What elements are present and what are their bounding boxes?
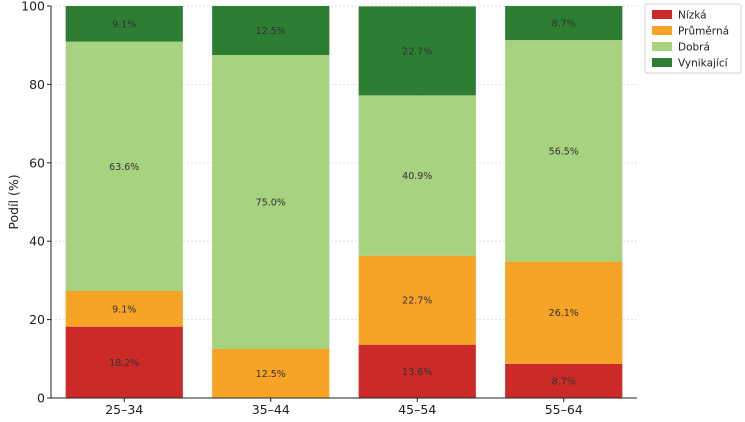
bar-segment <box>505 6 623 41</box>
y-tick-label: 40 <box>29 234 45 249</box>
x-tick-label: 25–34 <box>105 402 143 417</box>
y-tick-label: 80 <box>29 77 45 92</box>
data-label: 9.1% <box>112 19 136 30</box>
data-label: 75.0% <box>256 198 286 209</box>
legend: Nízká Průměrná Dobrá Vynikající <box>644 3 742 74</box>
data-label: 18.2% <box>109 358 139 369</box>
bar-segment <box>358 255 476 345</box>
y-tick-label: 20 <box>29 312 45 327</box>
y-ticks: 0 20 40 60 80 100 <box>21 0 51 406</box>
data-label: 8.7% <box>552 376 576 387</box>
y-tick-label: 0 <box>37 391 45 406</box>
bar-segment <box>212 55 330 349</box>
legend-swatch <box>652 58 672 67</box>
bar-segment <box>65 326 183 398</box>
bar-segment <box>212 349 330 398</box>
data-label: 22.7% <box>402 46 432 57</box>
data-label: 40.9% <box>402 171 432 182</box>
data-label: 63.6% <box>109 162 139 173</box>
bar-segment <box>212 6 330 55</box>
y-axis-label: Podíl (%) <box>6 174 21 229</box>
data-label: 13.6% <box>402 367 432 378</box>
data-label: 56.5% <box>549 146 579 157</box>
data-label: 26.1% <box>549 308 579 319</box>
bar-segment <box>358 6 476 96</box>
bar-segment <box>65 41 183 291</box>
data-label: 8.7% <box>552 19 576 30</box>
data-label: 22.7% <box>402 296 432 307</box>
data-label: 9.1% <box>112 304 136 315</box>
bar-segment <box>358 344 476 398</box>
x-tick-label: 55–64 <box>545 402 583 417</box>
y-tick-label: 100 <box>21 0 45 14</box>
legend-label: Průměrná <box>678 26 729 38</box>
x-tick-label: 45–54 <box>398 402 436 417</box>
legend-swatch <box>652 42 672 51</box>
bars <box>65 6 623 398</box>
bar-segment <box>65 290 183 327</box>
x-tick-label: 35–44 <box>252 402 290 417</box>
y-tick-label: 60 <box>29 155 45 170</box>
bar-segment <box>65 6 183 42</box>
legend-swatch <box>652 10 672 19</box>
axes <box>50 6 637 399</box>
x-ticks: 25–34 35–44 45–54 55–64 <box>105 398 583 417</box>
legend-label: Vynikající <box>678 58 729 70</box>
bar-segment <box>505 363 623 398</box>
legend-label: Nízká <box>678 10 707 22</box>
legend-frame <box>644 3 742 74</box>
bar-segment <box>505 40 623 262</box>
legend-swatch <box>652 26 672 35</box>
data-labels: 18.2% 9.1% 63.6% 9.1% 12.5% 75.0% 12.5% 13.6% 22… <box>109 19 579 388</box>
data-label: 12.5% <box>256 26 286 37</box>
bar-segment <box>505 261 623 364</box>
data-label: 12.5% <box>256 369 286 380</box>
bar-segment <box>358 95 476 256</box>
legend-label: Dobrá <box>678 42 710 54</box>
